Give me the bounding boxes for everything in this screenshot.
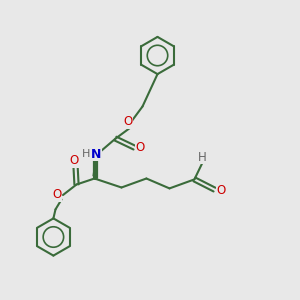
Text: N: N	[91, 148, 101, 161]
Text: O: O	[217, 184, 226, 197]
Text: O: O	[123, 115, 132, 128]
Text: H: H	[82, 149, 90, 159]
Polygon shape	[92, 162, 97, 176]
Text: H: H	[197, 151, 206, 164]
Text: O: O	[52, 188, 62, 202]
Text: O: O	[135, 141, 144, 154]
Text: O: O	[70, 154, 79, 167]
